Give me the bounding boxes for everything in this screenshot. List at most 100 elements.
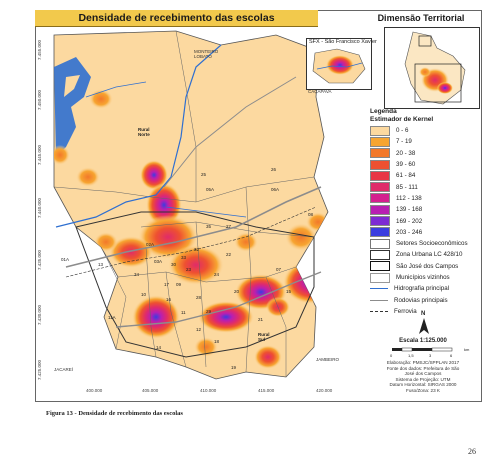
legend-label: Rodovias principais [394,296,448,304]
sector-label: 05A [206,187,215,192]
legend-label: Hidrografia principal [394,285,450,293]
legend-item: 85 - 111 [370,181,478,193]
legend-swatch [370,216,390,227]
legend-item: Ferrovia [370,306,478,317]
sector-label: 11A [108,315,116,320]
sector-label: 11 [181,310,186,315]
legend-item: Zona Urbana LC 428/10 [370,249,478,260]
axis-x-label: 400.000 [86,388,103,393]
sector-label: 26 [271,167,277,172]
legend-item: 139 - 168 [370,204,478,215]
credits: Elaboração: PMSJC/SPPLAN 2017 Fonte dos … [370,360,476,394]
highway-carvalho-pinto [115,271,322,328]
legend-item: Municípios vizinhos [370,272,478,283]
sector-label: 18 [214,339,220,344]
legend-label: 85 - 111 [396,183,418,191]
scale-unit: km [464,347,470,352]
legend-item: 7 - 19 [370,136,478,147]
legend-subtitle: Estimador de Kernel [370,116,434,123]
reservoir [54,57,91,157]
legend-label: Setores Socioeconômicos [396,240,468,248]
legend-swatch [370,227,390,238]
scale-tick: 6 [450,353,453,358]
sector-label: 03A [154,259,163,264]
legend-swatch [370,182,390,193]
sector-label: 12 [196,327,202,332]
legend-item: 112 - 138 [370,193,478,204]
legend-label: Ferrovia [394,307,417,315]
sector-label: 23 [186,267,192,272]
sector-label: 17 [164,282,170,287]
sector-label: 16 [166,297,172,302]
legend-label: 112 - 138 [396,194,422,202]
sector-label: 01A [61,257,70,262]
urban-zone-outline [75,211,315,358]
scale-tick: 3 [429,353,432,358]
map-subtitle: Dimensão Territorial [377,13,465,23]
label-rural-sul: Rural Sul [258,332,270,342]
sector-label: 29 [206,309,212,314]
scale-label: Escala 1:125.000 [399,338,447,344]
kernel-density-map: MONTEIRO LOBATO CAÇAPAVA JACAREÍ JAMBEIR… [46,27,366,382]
legend-swatch [370,238,390,249]
label-cacapava: CAÇAPAVA [308,89,332,94]
credit-line: José dos Campos [404,371,442,377]
label-jambeiro: JAMBEIRO [316,357,340,362]
credit-line: Fuso/Zona: 23 K [406,387,440,393]
legend-item: 39 - 60 [370,159,478,170]
legend-item: 61 - 84 [370,170,478,181]
sector-label: 32 [194,247,200,252]
legend-label: 203 - 246 [396,228,423,236]
legend: Legenda Estimador de Kernel 0 - 6 7 - 19 2… [370,108,478,398]
sector-label: 09 [176,282,182,287]
north-label: N [421,311,426,317]
axis-y-label: 7.450.000 [37,89,42,110]
legend-swatch [370,159,390,170]
legend-item: Hidrografia principal [370,283,478,294]
legend-item: 203 - 246 [370,227,478,238]
legend-item: 20 - 38 [370,148,478,159]
sector-label: 10 [141,292,147,297]
label-rural-norte: Rural Norte [138,127,150,137]
sector-label: 28 [196,295,202,300]
legend-item: São José dos Campos [370,261,478,272]
sector-label: 35 [206,224,212,229]
legend-swatch [370,148,390,159]
sector-label: 07 [276,267,282,272]
legend-line [370,310,388,312]
sector-label: 24 [214,272,220,277]
legend-item: Rodovias principais [370,294,478,305]
credit-line: Elaboração: PMSJC/SPPLAN 2017 [386,360,460,365]
inset-sfx: SFX - São Francisco Xavier [306,38,377,90]
sector-label: 15 [286,289,292,294]
sector-label: 20 [234,289,240,294]
legend-swatch [370,193,390,204]
sector-label: 13 [98,262,104,267]
scale-tick: 0 [390,353,393,358]
legend-item: 169 - 202 [370,215,478,227]
sector-label: 30 [171,262,177,267]
label-jacarei: JACAREÍ [54,367,74,372]
legend-swatch [370,170,390,181]
sector-label: 06A [271,187,280,192]
axis-y-label: 7.425.000 [37,359,42,380]
legend-item: 0 - 6 [370,125,478,136]
axis-x-label: 410.000 [200,388,217,393]
axis-x-label: 415.000 [258,388,275,393]
highway-dutra [65,186,322,268]
main-river [55,44,222,228]
legend-swatch [370,261,390,272]
legend-label: 139 - 168 [396,206,423,214]
sector-label: 34 [134,272,140,277]
credit-line: Sistema de Projeção: UTM [395,376,451,382]
legend-label: Municípios vizinhos [396,274,450,281]
sector-label: 19 [231,365,237,370]
legend-line [370,299,388,301]
axis-y-label: 7.455.000 [37,39,42,60]
legend-label: 61 - 84 [396,172,416,180]
sector-boundaries [53,30,315,377]
scale-bar [392,347,453,352]
legend-label: 39 - 60 [396,161,416,169]
legend-label: São José dos Campos [396,262,459,270]
label-monteiro-lobato: MONTEIRO LOBATO [194,49,219,59]
